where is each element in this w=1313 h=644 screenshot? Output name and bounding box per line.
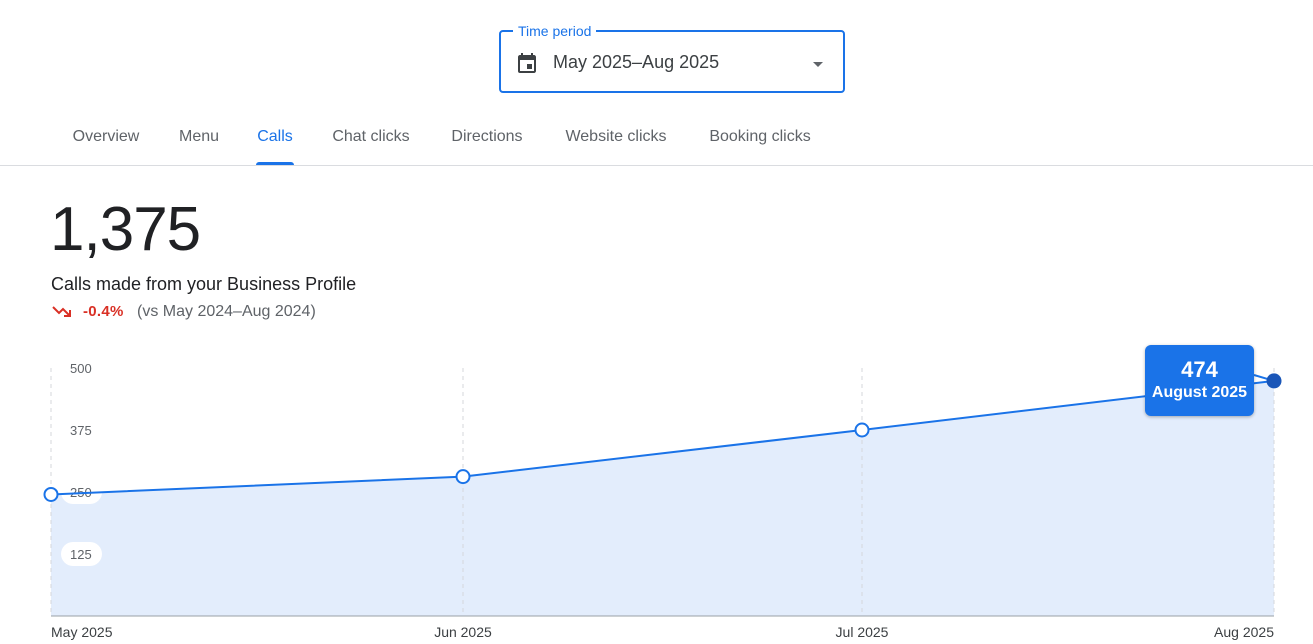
chart-tooltip: 474 August 2025: [1145, 345, 1254, 416]
total-calls-value: 1,375: [50, 195, 201, 264]
x-axis-label-2: Jul 2025: [836, 624, 889, 640]
time-period-select[interactable]: Time period May 2025–Aug 2025: [499, 22, 845, 93]
tab-calls[interactable]: Calls: [254, 110, 296, 165]
trending-down-icon: [52, 306, 71, 317]
tab-website-clicks[interactable]: Website clicks: [565, 128, 667, 145]
comparison-period: (vs May 2024–Aug 2024): [137, 303, 316, 320]
y-tick-label-500: 500: [70, 361, 92, 376]
y-tick-pill-125: [61, 542, 102, 566]
time-period-label: Time period: [513, 22, 597, 40]
time-period-value: May 2025–Aug 2025: [553, 52, 720, 72]
tooltip-month: August 2025: [1151, 384, 1248, 401]
x-axis-label-1: Jun 2025: [434, 624, 492, 640]
data-point-0: [43, 486, 59, 502]
change-percentage: -0.4%: [83, 303, 124, 320]
x-axis-label-0: May 2025: [51, 624, 113, 640]
tooltip-value: 474: [1181, 357, 1218, 382]
metric-description: Calls made from your Business Profile: [51, 274, 357, 294]
calendar-icon: [518, 53, 536, 73]
y-tick-label-375: 375: [70, 423, 92, 438]
tab-directions[interactable]: Directions: [451, 128, 523, 145]
data-point-1: [455, 469, 471, 485]
tab-overview[interactable]: Overview: [72, 128, 140, 145]
x-axis-label-3: Aug 2025: [1214, 624, 1274, 640]
data-point-2: [854, 422, 870, 438]
tab-menu[interactable]: Menu: [178, 128, 220, 145]
chart-area-fill: [51, 380, 1274, 616]
y-tick-label-125: 125: [70, 547, 92, 562]
data-point-selected: [1266, 373, 1282, 389]
series-line: [50, 379, 1275, 496]
tab-booking-clicks[interactable]: Booking clicks: [709, 128, 811, 145]
y-tick-pill-250: [61, 480, 102, 504]
metric-tabs: Overview Menu Calls Chat clicks Directio…: [0, 110, 1313, 166]
dropdown-arrow-icon[interactable]: [808, 54, 828, 74]
tab-chat-clicks[interactable]: Chat clicks: [332, 128, 410, 145]
